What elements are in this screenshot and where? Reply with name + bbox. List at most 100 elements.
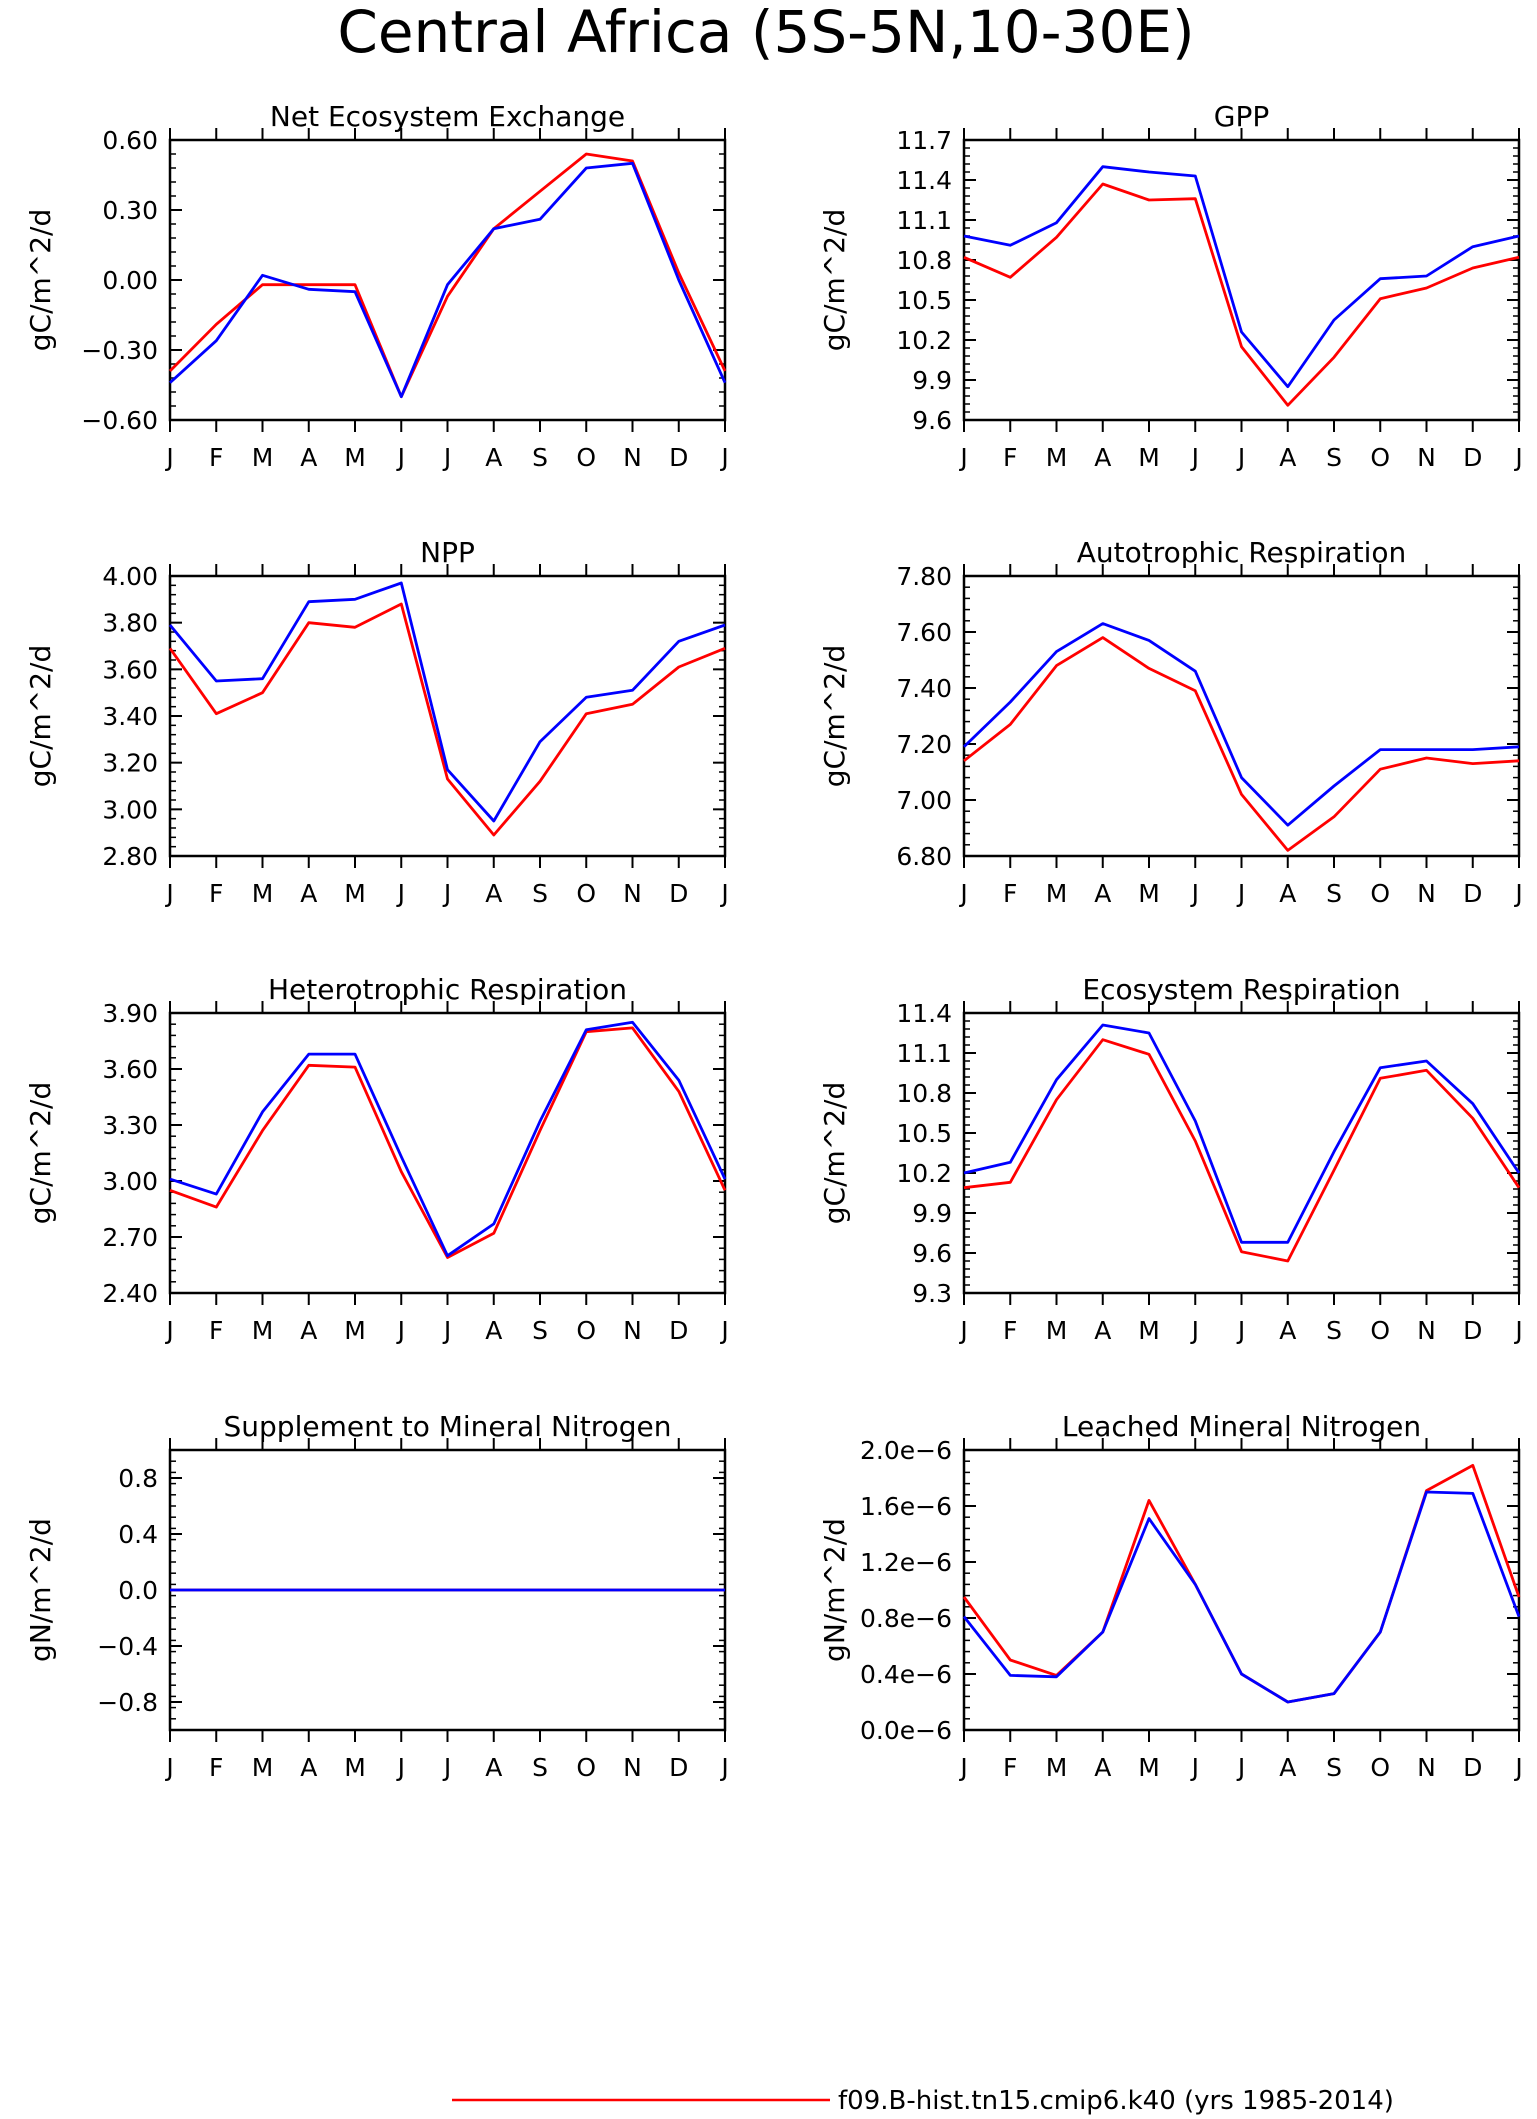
y-tick-label: 0.0e−6 bbox=[860, 1716, 952, 1745]
y-tick-label: 0.4 bbox=[118, 1520, 158, 1549]
x-tick-label: S bbox=[532, 1316, 548, 1345]
y-tick-label: 7.20 bbox=[896, 730, 952, 759]
x-tick-label: M bbox=[1138, 879, 1160, 908]
x-tick-label: S bbox=[1326, 1316, 1342, 1345]
x-tick-label: D bbox=[669, 443, 688, 472]
series-line-red bbox=[169, 1026, 727, 1259]
x-tick-label: J bbox=[164, 879, 173, 908]
x-tick-label: J bbox=[958, 443, 967, 472]
x-tick-label: M bbox=[1046, 879, 1068, 908]
y-tick-label: 10.8 bbox=[896, 246, 952, 275]
x-tick-label: O bbox=[1370, 1316, 1390, 1345]
y-tick-label: 3.00 bbox=[102, 1167, 158, 1196]
x-tick-label: M bbox=[252, 1316, 274, 1345]
series-line-blue bbox=[169, 1020, 727, 1258]
legend-label: f09.B-hist.tn15.cmip6.k40 (yrs 1985-2014… bbox=[838, 2086, 1394, 2116]
x-tick-label: J bbox=[164, 443, 173, 472]
y-tick-label: 0.00 bbox=[102, 266, 158, 295]
y-tick-label: 10.5 bbox=[896, 286, 952, 315]
x-tick-label: N bbox=[1417, 1316, 1436, 1345]
x-tick-label: A bbox=[485, 879, 502, 908]
y-tick-label: 6.80 bbox=[896, 842, 952, 871]
y-tick-label: 9.6 bbox=[912, 1239, 952, 1268]
y-tick-label: 7.80 bbox=[896, 562, 952, 591]
x-tick-label: J bbox=[1190, 879, 1199, 908]
x-tick-label: A bbox=[485, 1753, 502, 1782]
y-tick-label: 3.90 bbox=[102, 999, 158, 1028]
y-axis-label: gC/m^2/d bbox=[818, 1082, 851, 1225]
x-tick-label: M bbox=[1046, 1316, 1068, 1345]
y-tick-label: 1.2e−6 bbox=[860, 1548, 952, 1577]
x-tick-label: J bbox=[719, 443, 728, 472]
y-tick-label: 0.30 bbox=[102, 196, 158, 225]
x-tick-label: J bbox=[719, 879, 728, 908]
x-tick-label: J bbox=[442, 443, 451, 472]
series-line-red bbox=[169, 152, 727, 399]
plot-frame bbox=[962, 138, 1521, 422]
x-tick-label: A bbox=[300, 1753, 317, 1782]
x-tick-label: M bbox=[252, 879, 274, 908]
panel-title: Ecosystem Respiration bbox=[1082, 973, 1400, 1006]
y-tick-label: 11.1 bbox=[896, 206, 952, 235]
x-tick-label: M bbox=[344, 1753, 366, 1782]
x-tick-label: A bbox=[1279, 1753, 1296, 1782]
x-tick-label: F bbox=[1003, 879, 1017, 908]
series-line-red bbox=[963, 1038, 1521, 1263]
y-tick-label: 3.60 bbox=[102, 1055, 158, 1084]
y-tick-label: 11.4 bbox=[896, 999, 952, 1028]
x-tick-label: N bbox=[623, 1753, 642, 1782]
panel-2: GPP gC/m^2/d 9.6 9.9 10.2 10.5 10.8 11.1 11.4 11.… bbox=[818, 100, 1523, 472]
x-tick-label: M bbox=[344, 879, 366, 908]
series-line-blue bbox=[962, 1490, 1521, 1704]
x-tick-label: J bbox=[442, 1753, 451, 1782]
panel-title: Net Ecosystem Exchange bbox=[270, 100, 625, 133]
x-tick-label: A bbox=[1279, 443, 1296, 472]
panel-1: Net Ecosystem Exchange gC/m^2/d −0.60 −0.30… bbox=[24, 100, 729, 472]
y-tick-label: 11.7 bbox=[896, 126, 952, 155]
panel-title: Heterotrophic Respiration bbox=[268, 973, 627, 1006]
y-tick-label: 1.6e−6 bbox=[860, 1492, 952, 1521]
series-line-red bbox=[963, 182, 1520, 407]
y-tick-label: 2.70 bbox=[102, 1223, 158, 1252]
x-tick-label: M bbox=[344, 443, 366, 472]
y-tick-label: −0.4 bbox=[97, 1632, 158, 1661]
y-tick-label: 4.00 bbox=[102, 562, 158, 591]
x-tick-label: S bbox=[1326, 443, 1342, 472]
plot-frame bbox=[168, 574, 727, 858]
x-tick-label: A bbox=[300, 443, 317, 472]
series-line-blue bbox=[963, 622, 1520, 827]
y-tick-label: 3.30 bbox=[102, 1111, 158, 1140]
x-tick-label: N bbox=[1417, 879, 1436, 908]
x-tick-label: F bbox=[209, 879, 223, 908]
x-tick-label: M bbox=[1138, 443, 1160, 472]
x-tick-label: J bbox=[396, 443, 405, 472]
panels: Net Ecosystem Exchange gC/m^2/d −0.60 −0.30… bbox=[24, 100, 1523, 1782]
y-tick-label: −0.60 bbox=[81, 406, 158, 435]
panel-title: Leached Mineral Nitrogen bbox=[1062, 1410, 1421, 1443]
x-tick-label: D bbox=[669, 1753, 688, 1782]
y-tick-label: 3.00 bbox=[102, 795, 158, 824]
x-tick-label: O bbox=[1370, 1753, 1390, 1782]
y-tick-label: 0.4e−6 bbox=[860, 1660, 952, 1689]
plot-frame bbox=[962, 574, 1521, 858]
x-tick-label: J bbox=[958, 1753, 967, 1782]
x-tick-label: J bbox=[958, 1316, 967, 1345]
y-tick-label: 10.2 bbox=[896, 326, 952, 355]
y-tick-label: −0.30 bbox=[81, 336, 158, 365]
x-tick-label: J bbox=[1190, 443, 1199, 472]
panel-title: Autotrophic Respiration bbox=[1077, 536, 1406, 569]
x-tick-label: M bbox=[1046, 1753, 1068, 1782]
x-tick-label: F bbox=[1003, 443, 1017, 472]
x-tick-label: J bbox=[719, 1316, 728, 1345]
x-tick-label: A bbox=[1279, 879, 1296, 908]
series-line-blue bbox=[169, 161, 727, 399]
y-tick-label: 0.60 bbox=[102, 126, 158, 155]
y-tick-label: 10.2 bbox=[896, 1159, 952, 1188]
x-tick-label: D bbox=[1463, 1753, 1482, 1782]
y-tick-label: 3.20 bbox=[102, 749, 158, 778]
series-line-blue bbox=[963, 165, 1520, 389]
y-tick-label: 7.40 bbox=[896, 674, 952, 703]
x-tick-label: A bbox=[1279, 1316, 1296, 1345]
y-axis-label: gC/m^2/d bbox=[24, 209, 57, 352]
panel-title: NPP bbox=[420, 536, 475, 569]
